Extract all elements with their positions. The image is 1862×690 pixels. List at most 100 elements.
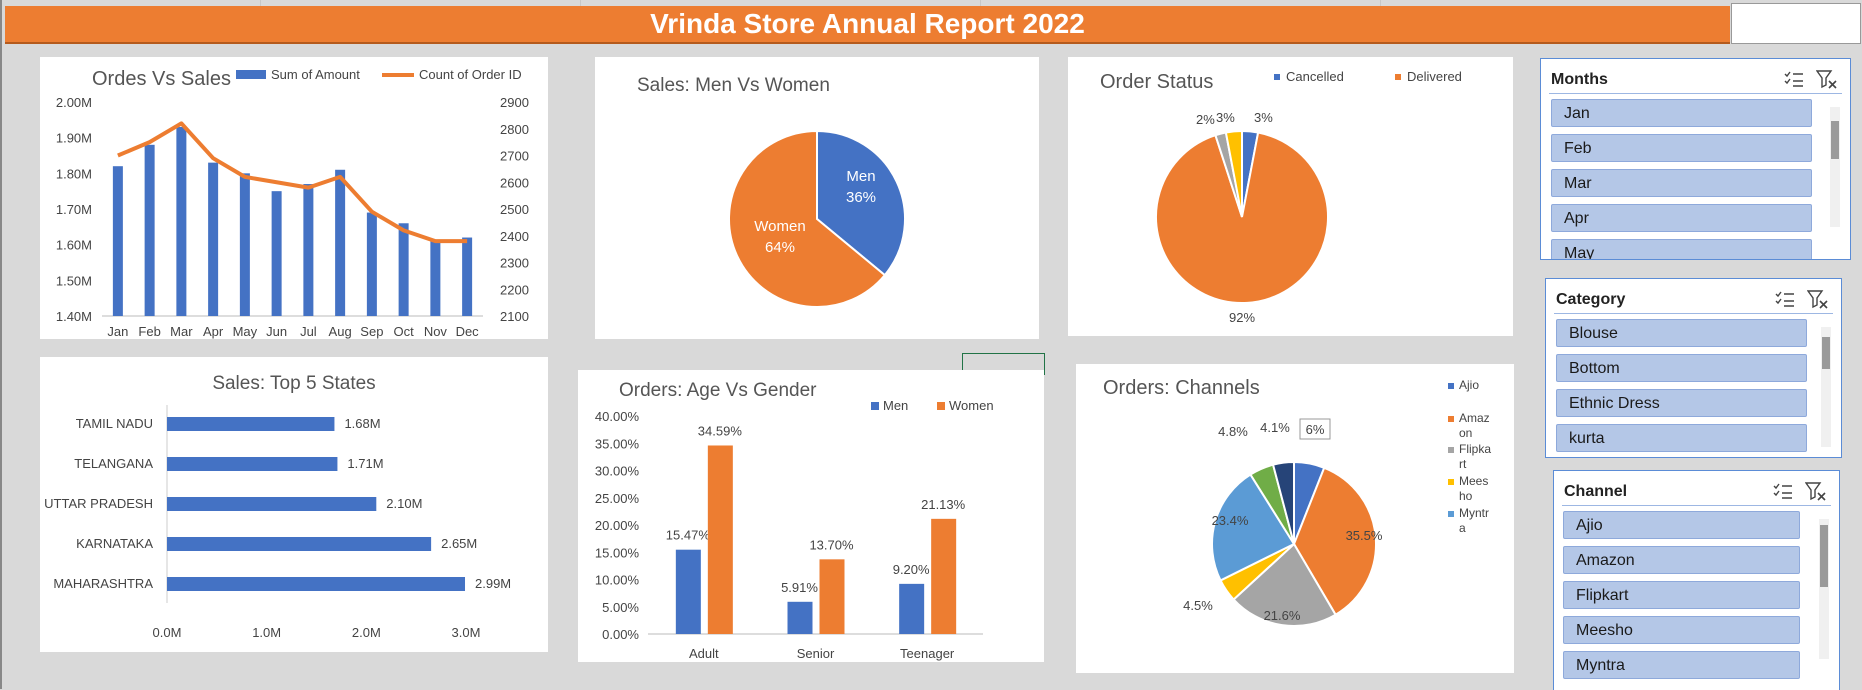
slicer-item-ajio[interactable]: Ajio [1563,511,1800,539]
clear-filter-icon[interactable] [1816,69,1838,89]
bar-state [167,537,432,551]
x-tick-label: Nov [424,324,448,339]
slicer-scrollbar[interactable] [1830,107,1840,227]
x-tick-label: 0.0M [153,625,182,640]
bar-value-label: 1.68M [344,416,380,431]
legend-label: Men [883,398,908,413]
column-gridline [980,0,981,8]
bar-value-label: 21.13% [921,497,966,512]
slicer-item-myntra[interactable]: Myntra [1563,651,1800,679]
multi-select-icon[interactable] [1773,482,1793,500]
y-tick-label: 25.00% [595,491,640,506]
slice-label: Women [754,218,805,235]
legend-label: a [1459,521,1466,535]
slicer-item-kurta[interactable]: kurta [1556,424,1807,452]
sheet-left-edge [0,0,2,689]
slicer-item-feb[interactable]: Feb [1551,134,1812,162]
y-tick-label: 20.00% [595,518,640,533]
bar-chart-svg: Sales: Top 5 States TAMIL NADU 1.68M TELANG… [44,373,511,640]
legend-swatch-sum-of-amount [236,70,266,79]
slicer-item-jan[interactable]: Jan [1551,99,1812,127]
slice-percent: 3% [1254,110,1273,125]
slice-percent: 92% [1229,310,1255,325]
slicer-item-may[interactable]: May [1551,239,1812,259]
bar-men [899,583,925,634]
bar-value-label: 5.91% [781,580,818,595]
multi-select-icon[interactable] [1784,70,1804,88]
column-gridline [580,0,581,8]
slice-percent: 64% [765,239,795,256]
y-left-tick-label: 1.60M [56,238,92,253]
slicer-item-apr[interactable]: Apr [1551,204,1812,232]
legend-label: Cancelled [1286,69,1344,84]
bar-women [707,445,733,634]
channel-slicer[interactable]: Channel Ajio Amazon Flipkart Meesho Mynt… [1553,470,1840,690]
legend-swatch-delivered [1395,74,1401,80]
bar-value-label: 15.47% [666,528,711,543]
y-left-tick-label: 1.40M [56,309,92,324]
slicer-scrollbar[interactable] [1821,327,1831,447]
scrollbar-thumb[interactable] [1822,337,1830,369]
spreadsheet-cell[interactable] [1731,3,1861,44]
bar-sum-of-amount [303,184,314,316]
column-gridline [1380,0,1381,8]
slicer-item-flipkart[interactable]: Flipkart [1563,581,1800,609]
slicer-item-meesho[interactable]: Meesho [1563,616,1800,644]
state-label: TAMIL NADU [76,416,153,431]
slice-percent: 23.4% [1212,513,1249,528]
multi-select-icon[interactable] [1775,290,1795,308]
slicer-item-mar[interactable]: Mar [1551,169,1812,197]
line-count-of-order-id [117,121,468,244]
x-tick-label: Adult [689,646,719,661]
bar-sum-of-amount [208,162,219,316]
age-vs-gender-chart[interactable]: Orders: Age Vs Gender Men Women 40.00% 35.00… [578,370,1044,662]
legend-label: Amaz [1459,411,1490,425]
slice-percent: 4.8% [1218,424,1248,439]
state-label: MAHARASHTRA [53,576,153,591]
bar-sum-of-amount [239,173,250,316]
months-slicer[interactable]: Months Jan Feb Mar Apr May [1540,58,1851,260]
slicer-item-blouse[interactable]: Blouse [1556,319,1807,347]
bar-men [675,549,701,634]
bar-value-label: 13.70% [809,537,854,552]
slice-percent: 6% [1306,422,1325,437]
bar-sum-of-amount [144,144,155,316]
orders-vs-sales-chart[interactable]: Ordes Vs Sales Sum of Amount Count of Orde… [40,57,548,339]
x-tick-label: Jul [300,324,317,339]
top-5-states-chart[interactable]: Sales: Top 5 States TAMIL NADU 1.68M TELANG… [40,357,548,652]
x-tick-label: 1.0M [252,625,281,640]
chart-title: Order Status [1100,71,1213,93]
slicer-item-ethnic-dress[interactable]: Ethnic Dress [1556,389,1807,417]
slicer-scrollbar[interactable] [1819,519,1829,659]
legend-swatch-women [937,402,945,410]
combo-chart-svg: Ordes Vs Sales Sum of Amount Count of Orde… [56,67,529,339]
clear-filter-icon[interactable] [1807,289,1829,309]
category-slicer[interactable]: Category Blouse Bottom Ethnic Dress kurt… [1545,278,1842,458]
pie-slice [1211,473,1296,582]
slicer-item-amazon[interactable]: Amazon [1563,546,1800,574]
y-right-tick-label: 2200 [500,282,529,297]
clear-filter-icon[interactable] [1805,481,1827,501]
legend-swatch-cancelled [1274,74,1280,80]
pie-slice [816,129,906,277]
bar-sum-of-amount [271,191,282,316]
bar-sum-of-amount [430,241,441,316]
slice-percent: 36% [846,189,876,206]
report-title: Vrinda Store Annual Report 2022 [5,6,1730,44]
slicer-item-bottom[interactable]: Bottom [1556,354,1807,382]
legend-label: rt [1459,457,1467,471]
scrollbar-thumb[interactable] [1831,121,1839,159]
pie-slice [1155,131,1329,304]
order-status-chart[interactable]: Order Status Cancelled Delivered 3% 3% 2% 92% [1068,57,1513,336]
sales-men-vs-women-chart[interactable]: Sales: Men Vs Women Men 36% Women 64% [595,57,1039,339]
bar-value-label: 2.65M [441,536,477,551]
bar-state [167,417,335,431]
pie-chart-svg: Sales: Men Vs Women Men 36% Women 64% [637,75,906,308]
bar-state [167,577,466,591]
slice-percent: 2% [1196,112,1215,127]
bar-sum-of-amount [462,237,473,316]
scrollbar-thumb[interactable] [1820,525,1828,587]
y-left-tick-label: 1.80M [56,166,92,181]
orders-channels-chart[interactable]: Orders: Channels 6% 35.5% 21.6% 4.5% 23.4% 4.8… [1076,364,1514,673]
